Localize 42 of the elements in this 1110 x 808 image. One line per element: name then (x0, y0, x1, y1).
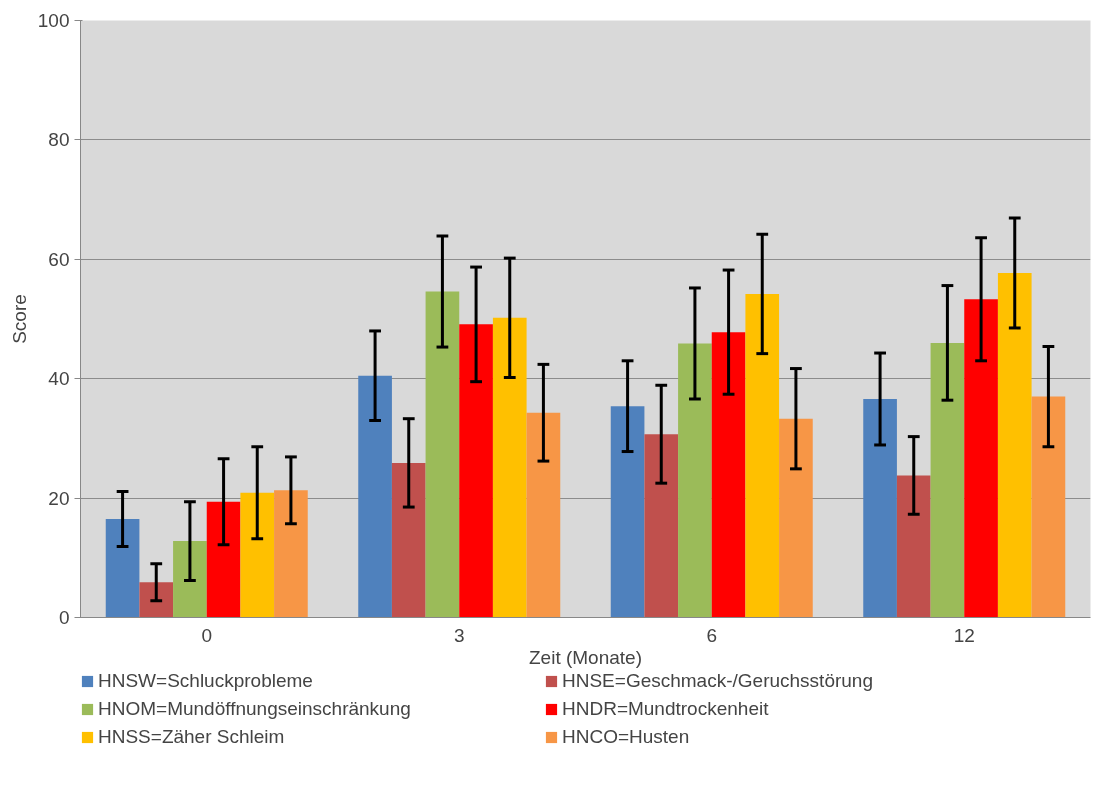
legend-label: HNSW=Schluckprobleme (98, 670, 314, 692)
bar (711, 332, 746, 618)
bar (644, 434, 679, 618)
legend-label: HNCO=Husten (562, 726, 691, 748)
bar (1031, 396, 1066, 618)
bar (425, 291, 460, 618)
x-tick-label: 6 (706, 624, 718, 646)
x-tick-label: 0 (201, 624, 213, 646)
y-tick-label: 20 (48, 487, 70, 509)
bar (779, 418, 813, 618)
y-axis-title: Score (8, 294, 30, 344)
y-tick-label: 60 (48, 248, 70, 270)
legend-label: HNOM=Mundöffnungseinschränkung (98, 698, 412, 720)
legend-label: HNSS=Zäher Schleim (98, 726, 286, 748)
legend-label: HNSE=Geschmack-/Geruchsstörung (562, 670, 874, 692)
bar (930, 342, 965, 618)
bar (997, 273, 1032, 618)
bar (358, 375, 392, 618)
y-tick-label: 40 (48, 368, 70, 390)
y-tick-label: 80 (48, 129, 70, 151)
bar (139, 582, 174, 618)
bar (610, 406, 645, 618)
y-tick-label: 0 (58, 607, 70, 628)
legend-label: HNDR=Mundtrockenheit (562, 698, 770, 720)
bar (173, 541, 207, 618)
bar (206, 501, 241, 618)
x-tick-label: 3 (453, 624, 465, 646)
bar (274, 490, 308, 618)
bar (526, 412, 561, 618)
bar (964, 299, 998, 618)
y-tick-label: 100 (37, 10, 70, 31)
bar (459, 324, 493, 618)
bar (896, 475, 931, 618)
bar (240, 492, 275, 618)
x-tick-label: 12 (953, 624, 975, 646)
bar (745, 293, 780, 618)
x-axis-title: Zeit (Monate) (529, 646, 642, 668)
bar (492, 317, 527, 618)
bar (391, 462, 426, 618)
bar (678, 343, 712, 618)
bar (105, 518, 140, 618)
bar (863, 399, 897, 618)
